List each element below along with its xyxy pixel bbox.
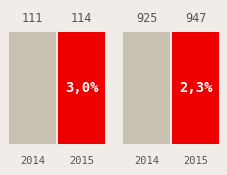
Text: 2014: 2014 bbox=[133, 156, 158, 166]
Text: 2,3%: 2,3% bbox=[178, 80, 211, 94]
Text: 2014: 2014 bbox=[20, 156, 45, 166]
Text: 114: 114 bbox=[71, 12, 92, 24]
Text: 925: 925 bbox=[135, 12, 156, 24]
Text: 2015: 2015 bbox=[69, 156, 94, 166]
Text: 2015: 2015 bbox=[182, 156, 207, 166]
Text: 947: 947 bbox=[184, 12, 205, 24]
Bar bbox=[123, 32, 169, 144]
Bar bbox=[9, 32, 56, 144]
Text: 3,0%: 3,0% bbox=[64, 80, 98, 94]
Bar bbox=[171, 32, 218, 144]
Text: 111: 111 bbox=[22, 12, 43, 24]
Bar bbox=[58, 32, 104, 144]
